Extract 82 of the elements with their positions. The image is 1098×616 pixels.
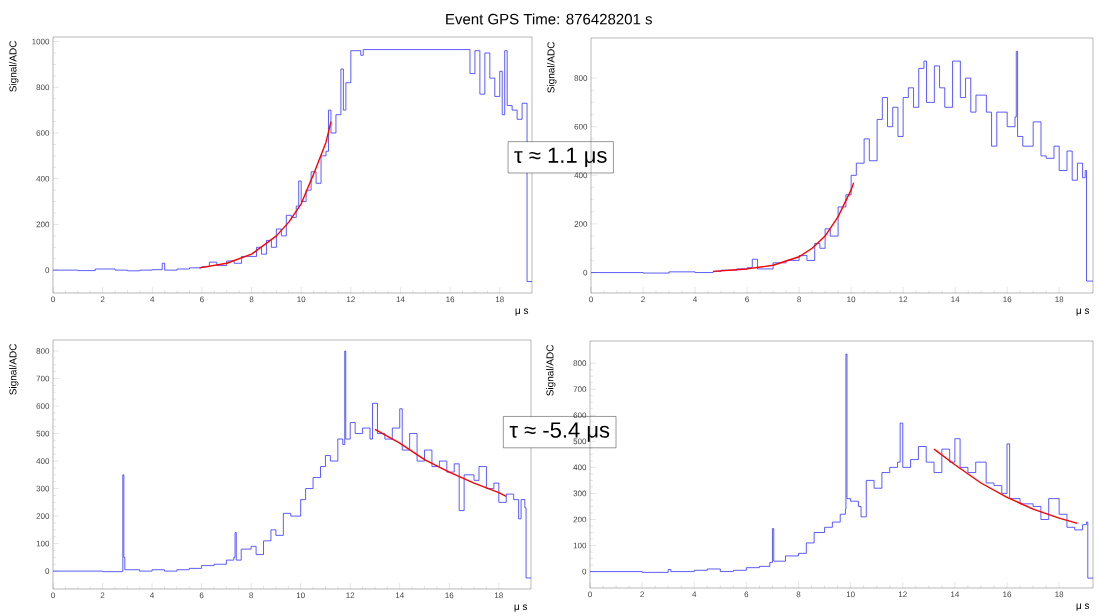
y-tick-label: 700	[573, 386, 587, 393]
x-tick-label: 18	[1055, 296, 1064, 303]
y-tick-label: 300	[573, 490, 587, 497]
x-tick-label: 10	[297, 296, 306, 303]
y-tick-label: 800	[36, 348, 50, 354]
x-tick-label: 0	[51, 592, 55, 599]
y-tick-label: 200	[573, 516, 587, 523]
x-tick-label: 8	[796, 591, 801, 598]
y-tick-label: 400	[36, 175, 50, 182]
y-tick-label: 500	[36, 430, 50, 437]
x-tick-label: 8	[249, 592, 254, 599]
x-tick-label: 2	[100, 592, 105, 599]
x-tick-label: 0	[589, 296, 593, 303]
y-tick-label: 600	[36, 130, 50, 136]
line-series	[712, 181, 855, 273]
x-tick-label: 14	[396, 296, 405, 303]
x-tick-label: 18	[494, 592, 503, 599]
y-tick-label: 0	[583, 269, 588, 276]
x-tick-label: 14	[951, 591, 960, 598]
x-tick-label: 18	[1055, 591, 1064, 598]
x-tick-label: 8	[797, 296, 801, 303]
y-axis-title: Signal/ADC	[9, 40, 19, 92]
x-tick-label: 10	[846, 591, 855, 598]
y-tick-label: 300	[36, 485, 50, 492]
x-tick-label: 4	[692, 591, 697, 598]
x-tick-label: 4	[150, 592, 155, 599]
x-axis-title: μ s	[1076, 603, 1090, 611]
y-tick-label: 800	[573, 360, 587, 366]
x-tick-label: 6	[744, 591, 749, 598]
x-tick-label: 2	[641, 296, 645, 303]
x-tick-label: 4	[693, 296, 698, 303]
y-tick-label: 700	[36, 375, 50, 382]
x-tick-label: 6	[200, 296, 204, 303]
x-tick-label: 14	[951, 296, 960, 303]
x-tick-label: 12	[899, 296, 908, 303]
x-tick-label: 16	[445, 592, 454, 599]
y-tick-label: 0	[45, 568, 50, 574]
y-axis-title: Signal/ADC	[546, 344, 556, 396]
y-tick-label: 800	[574, 75, 588, 81]
x-tick-label: 2	[640, 591, 644, 598]
x-tick-label: 6	[745, 296, 749, 303]
x-tick-label: 12	[346, 592, 355, 599]
x-tick-label: 16	[446, 296, 455, 303]
y-tick-label: 400	[573, 464, 587, 471]
y-axis-title: Signal/ADC	[547, 41, 557, 93]
y-tick-label: 100	[36, 540, 50, 547]
line-series	[933, 448, 1079, 525]
x-tick-label: 18	[495, 296, 504, 303]
y-axis-title: Signal/ADC	[9, 343, 19, 395]
x-tick-label: 14	[395, 592, 404, 599]
x-tick-label: 10	[296, 592, 305, 599]
y-tick-label: 500	[573, 438, 587, 445]
x-tick-label: 6	[199, 592, 204, 599]
x-tick-label: 12	[346, 296, 355, 303]
y-tick-label: 0	[582, 568, 587, 575]
y-tick-label: 200	[36, 221, 50, 228]
y-tick-label: 0	[45, 267, 50, 273]
y-tick-label: 600	[36, 403, 50, 409]
x-tick-label: 2	[100, 296, 105, 303]
y-tick-label: 800	[36, 84, 50, 91]
x-tick-label: 16	[1003, 591, 1012, 598]
y-tick-label: 400	[36, 458, 50, 464]
y-tick-label: 200	[36, 513, 50, 519]
x-axis-title: μ s	[514, 604, 528, 612]
y-tick-label: 100	[573, 542, 587, 549]
y-tick-label: 600	[573, 412, 587, 419]
y-tick-label: 400	[574, 172, 588, 179]
x-axis-title: μ s	[515, 308, 529, 316]
x-tick-label: 0	[51, 296, 55, 303]
x-tick-label: 12	[898, 591, 907, 598]
x-tick-label: 8	[249, 296, 254, 303]
y-tick-label: 200	[574, 221, 588, 227]
x-tick-label: 4	[150, 296, 155, 303]
line-series	[374, 428, 507, 497]
line-series	[198, 120, 332, 269]
x-tick-label: 10	[847, 296, 856, 303]
chart-title: Event GPS Time: 876428201 s	[446, 13, 652, 25]
y-tick-label: 600	[574, 123, 588, 130]
y-tick-label: 1000	[32, 38, 50, 45]
annotation: τ ≈ 1.1 μs	[514, 147, 607, 167]
x-axis-title: μ s	[1076, 308, 1090, 316]
x-tick-label: 16	[1003, 296, 1012, 303]
